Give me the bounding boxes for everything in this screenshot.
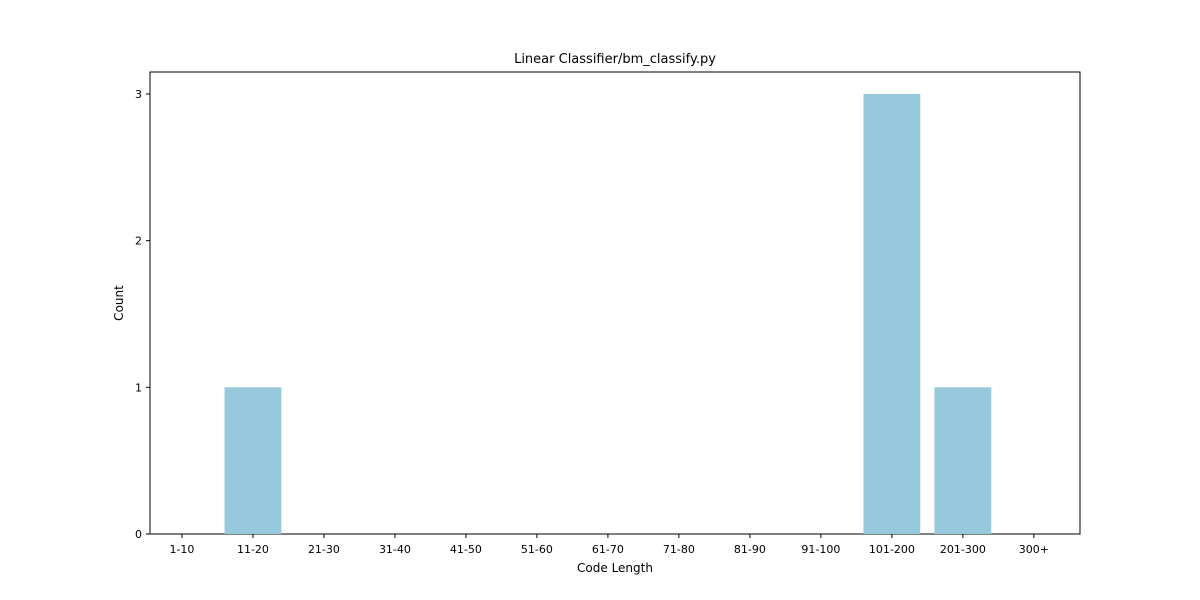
y-axis-ticks: 0 1 2 3 (135, 88, 150, 541)
x-tick-label: 91-100 (801, 543, 840, 556)
x-tick-label: 1-10 (169, 543, 194, 556)
chart-title: Linear Classifier/bm_classify.py (514, 52, 716, 67)
x-tick-label: 71-80 (663, 543, 695, 556)
y-tick-label: 0 (135, 528, 142, 541)
y-tick-label: 1 (135, 381, 142, 394)
bar-101-200 (863, 94, 921, 534)
bar-11-20 (224, 387, 282, 534)
x-tick-label: 300+ (1019, 543, 1049, 556)
x-tick-label: 81-90 (734, 543, 766, 556)
x-tick-label: 51-60 (521, 543, 553, 556)
x-tick-label: 21-30 (308, 543, 340, 556)
x-tick-label: 11-20 (237, 543, 269, 556)
y-tick-label: 2 (135, 235, 142, 248)
x-axis-ticks: 1-10 11-20 21-30 31-40 41-50 51-60 61-70 71-80 8… (169, 534, 1049, 556)
plot-area-frame (149, 71, 1081, 535)
bar-201-300 (934, 387, 992, 534)
x-tick-label: 41-50 (450, 543, 482, 556)
y-axis-label: Count (112, 285, 126, 321)
x-tick-label: 201-300 (940, 543, 986, 556)
x-tick-label: 31-40 (379, 543, 411, 556)
x-axis-label: Code Length (577, 561, 653, 575)
y-tick-label: 3 (135, 88, 142, 101)
x-tick-label: 101-200 (869, 543, 915, 556)
x-tick-label: 61-70 (592, 543, 624, 556)
bars-group (224, 94, 992, 534)
